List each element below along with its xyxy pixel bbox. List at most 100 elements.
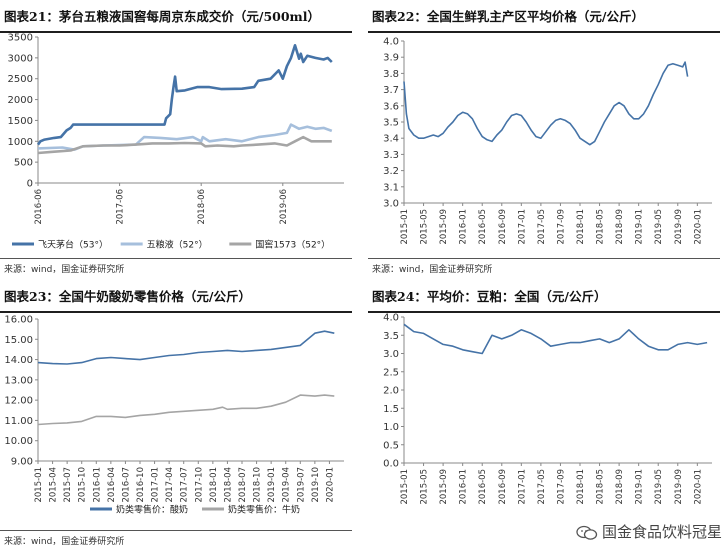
y-tick-label: 0.5 [383, 440, 399, 451]
x-tick-label: 2015-05 [420, 469, 430, 505]
series-line [37, 135, 332, 155]
chart-title: 图表23：全国牛奶酸奶零售价格（元/公斤） [4, 289, 251, 304]
chart-panel-23: 图表23：全国牛奶酸奶零售价格（元/公斤） 9.00 10.00 11.00 12.0… [0, 282, 360, 552]
x-tick-label: 2016-07 [121, 467, 131, 503]
chart-source: 来源：wind，国金证券研究所 [4, 537, 125, 547]
chart-source: 来源：wind，国金证券研究所 [372, 265, 493, 275]
x-tick-label: 2018-10 [253, 467, 263, 503]
y-tick-label: 3.5 [383, 118, 399, 129]
chart-22: 3.0 3.1 3.2 3.3 3.4 3.5 3.6 3.7 3.8 3.9 4.0 2015-01… [383, 37, 712, 245]
x-tick-label: 2019-05 [654, 209, 664, 245]
x-tick-label: 2017-01 [151, 467, 161, 503]
y-tick-label: 3.6 [383, 101, 399, 112]
x-tick-label: 2016-04 [107, 467, 117, 503]
watermark-text: 国金食品饮料冠星 [601, 523, 722, 541]
y-tick-label: 2.0 [383, 386, 399, 397]
y-tick-label: 3.2 [383, 166, 399, 177]
x-tick-label: 2019-10 [311, 467, 321, 503]
legend-label: 奶类零售价：酸奶 [116, 504, 188, 516]
x-tick-label: 2018-09 [615, 469, 625, 505]
x-tick-label: 2017-01 [517, 209, 527, 245]
x-tick-label: 2015-09 [439, 209, 449, 245]
x-tick-label: 2020-01 [693, 469, 703, 505]
wechat-icon [576, 525, 598, 540]
y-tick-label: 4.0 [383, 37, 399, 48]
x-tick-label: 2019-05 [654, 469, 664, 505]
x-tick-label: 2017-09 [556, 209, 566, 245]
y-tick-label: 3.5 [383, 331, 399, 342]
x-tick-label: 2015-09 [439, 469, 449, 505]
chart-24: 0.0 0.5 1.0 1.5 2.0 2.5 3.0 3.5 4.0 2015-01 2015-0… [383, 313, 712, 505]
x-tick-label: 2018-04 [223, 467, 233, 503]
x-tick-label: 2016-09 [498, 209, 508, 245]
x-tick-label: 2015-01 [34, 467, 44, 503]
x-tick-label: 2018-06 [197, 189, 207, 225]
x-tick-label: 2017-06 [116, 189, 126, 225]
y-tick-label: 1.5 [383, 404, 399, 415]
x-tick-label: 2019-09 [674, 469, 684, 505]
legend-label: 五粮液（52°） [147, 239, 208, 251]
chart-23: 9.00 10.00 11.00 12.00 13.00 14.00 15.00 16.00 2… [4, 315, 344, 516]
x-tick-label: 2018-01 [576, 469, 586, 505]
y-tick-label: 3500 [8, 33, 33, 44]
series-line [37, 330, 335, 365]
legend-label: 国窖1573（52°） [255, 239, 330, 251]
chart-21: 0 500 1000 1500 2000 2500 3000 3500 2016-06 2017-… [8, 33, 344, 251]
series-line [403, 61, 689, 146]
x-tick-label: 2019-09 [674, 209, 684, 245]
source-rule [0, 530, 352, 531]
y-tick-label: 12.00 [4, 396, 33, 407]
y-tick-label: 3.1 [383, 182, 399, 193]
x-tick-label: 2016-01 [459, 469, 469, 505]
x-tick-label: 2015-01 [400, 209, 410, 245]
y-tick-label: 14.00 [4, 355, 33, 366]
x-tick-label: 2018-07 [238, 467, 248, 503]
y-tick-label: 3000 [8, 53, 33, 64]
y-tick-label: 13.00 [4, 375, 33, 386]
y-tick-label: 2.5 [383, 367, 399, 378]
x-tick-label: 2016-10 [136, 467, 146, 503]
x-tick-label: 2016-09 [498, 469, 508, 505]
watermark: 国金食品饮料冠星 [576, 521, 722, 542]
x-tick-label: 2019-06 [279, 189, 289, 225]
title-rule [0, 31, 352, 33]
x-tick-label: 2017-01 [517, 469, 527, 505]
x-tick-label: 2020-01 [693, 209, 703, 245]
y-tick-label: 3.0 [383, 199, 399, 210]
y-tick-label: 3.9 [383, 53, 399, 64]
x-tick-label: 2016-06 [34, 189, 44, 225]
x-tick-label: 2018-05 [596, 469, 606, 505]
x-tick-label: 2018-05 [596, 209, 606, 245]
y-tick-label: 15.00 [4, 335, 33, 346]
chart-panel-24: 图表24：平均价：豆粕：全国（元/公斤） 0.0 0.5 1.0 1.5 2.0 2.5 3… [368, 282, 728, 552]
legend-label: 飞天茅台（53°） [38, 239, 108, 251]
legend-label: 奶类零售价：牛奶 [228, 504, 300, 516]
x-tick-label: 2015-04 [49, 467, 59, 503]
x-tick-label: 2018-01 [576, 209, 586, 245]
x-tick-label: 2017-09 [556, 469, 566, 505]
x-tick-label: 2019-01 [635, 469, 645, 505]
source-rule [368, 258, 720, 259]
x-tick-label: 2015-05 [420, 209, 430, 245]
chart-title: 图表24：平均价：豆粕：全国（元/公斤） [372, 289, 607, 304]
x-tick-label: 2018-01 [209, 467, 219, 503]
y-tick-label: 1000 [8, 137, 33, 148]
x-tick-label: 2020-01 [325, 467, 335, 503]
y-tick-label: 2500 [8, 74, 33, 85]
y-tick-label: 500 [14, 158, 33, 169]
x-tick-label: 2017-05 [537, 469, 547, 505]
x-tick-label: 2015-01 [400, 469, 410, 505]
y-tick-label: 3.3 [383, 150, 399, 161]
series-line [403, 323, 708, 355]
y-tick-label: 9.00 [11, 457, 33, 468]
y-tick-label: 3.4 [383, 134, 399, 145]
title-rule [0, 311, 352, 313]
series-line [37, 394, 335, 426]
y-tick-label: 1.0 [383, 422, 399, 433]
x-tick-label: 2017-07 [180, 467, 190, 503]
title-rule [368, 311, 720, 313]
x-tick-label: 2015-10 [78, 467, 88, 503]
y-tick-label: 4.0 [383, 313, 399, 324]
x-tick-label: 2019-01 [635, 209, 645, 245]
y-tick-label: 1500 [8, 116, 33, 127]
